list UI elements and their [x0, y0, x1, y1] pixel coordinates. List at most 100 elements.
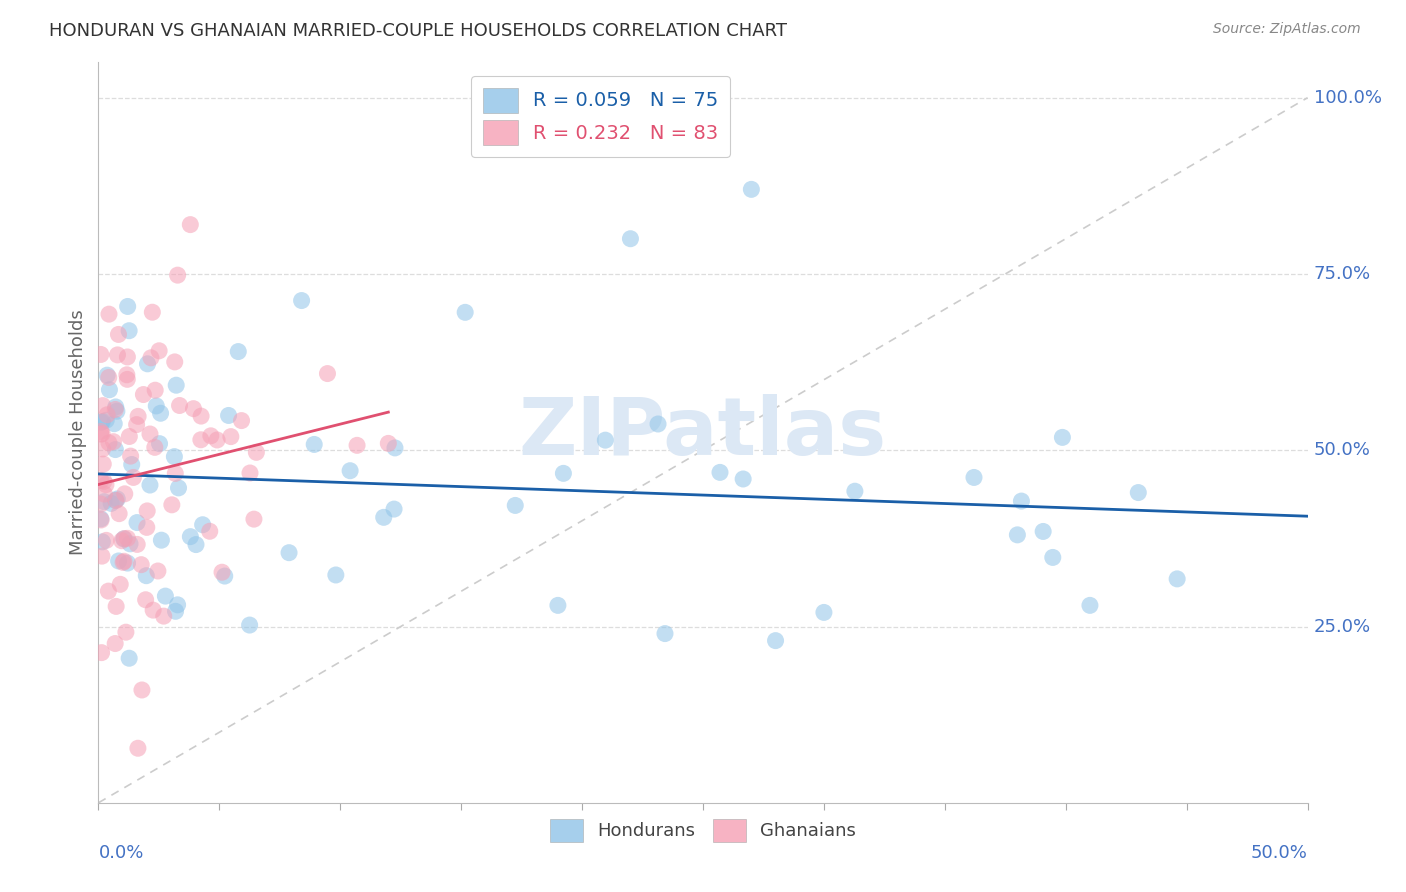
Point [120, 449, 142, 463]
Point [183, 401, 205, 416]
Point [104, 400, 127, 414]
Point [115, 625, 138, 640]
Point [149, 406, 172, 420]
Point [97, 584, 120, 599]
Point [91, 426, 114, 441]
Point [117, 350, 139, 364]
Point [90, 513, 112, 527]
Point [163, 355, 186, 369]
Point [165, 467, 187, 481]
Point [90, 427, 112, 442]
Point [155, 589, 177, 603]
Point [553, 467, 575, 481]
Point [93, 475, 115, 489]
Point [844, 484, 866, 499]
Point [595, 433, 617, 447]
Point [148, 436, 170, 450]
Point [135, 568, 157, 582]
Point [100, 496, 122, 510]
Point [97, 370, 120, 384]
Point [90, 646, 112, 660]
Point [139, 478, 162, 492]
Point [105, 599, 128, 614]
Point [346, 438, 368, 452]
Point [117, 532, 139, 546]
Text: 0.0%: 0.0% [98, 844, 143, 862]
Point [125, 516, 148, 530]
Point [90, 497, 112, 511]
Point [278, 546, 301, 560]
Point [1032, 524, 1054, 539]
Point [91, 442, 114, 456]
Point [339, 464, 361, 478]
Point [135, 520, 157, 534]
Point [1007, 528, 1029, 542]
Point [118, 537, 141, 551]
Point [377, 436, 399, 450]
Point [96, 413, 118, 427]
Point [226, 344, 249, 359]
Point [160, 498, 183, 512]
Point [963, 470, 986, 484]
Point [200, 429, 222, 443]
Point [117, 300, 139, 314]
Point [125, 417, 148, 432]
Point [619, 232, 641, 246]
Point [117, 372, 139, 386]
Text: 50.0%: 50.0% [1313, 442, 1371, 459]
Text: 25.0%: 25.0% [1313, 617, 1371, 635]
Point [118, 324, 141, 338]
Point [150, 533, 173, 548]
Point [503, 499, 526, 513]
Point [231, 414, 253, 428]
Point [121, 458, 143, 472]
Point [1078, 599, 1101, 613]
Point [243, 512, 266, 526]
Point [291, 293, 314, 308]
Point [139, 351, 162, 365]
Point [104, 402, 127, 417]
Text: HONDURAN VS GHANAIAN MARRIED-COUPLE HOUSEHOLDS CORRELATION CHART: HONDURAN VS GHANAIAN MARRIED-COUPLE HOUS… [49, 22, 787, 40]
Point [135, 592, 157, 607]
Point [112, 532, 135, 546]
Point [1052, 430, 1074, 444]
Point [142, 603, 165, 617]
Point [90, 347, 112, 361]
Point [179, 218, 201, 232]
Point [96, 368, 118, 383]
Point [166, 598, 188, 612]
Point [373, 510, 395, 524]
Point [382, 502, 405, 516]
Point [239, 466, 262, 480]
Point [103, 434, 125, 449]
Point [98, 307, 121, 321]
Point [148, 343, 170, 358]
Point [117, 556, 139, 570]
Point [163, 450, 186, 464]
Point [108, 507, 131, 521]
Point [115, 368, 138, 382]
Point [190, 433, 212, 447]
Point [198, 524, 221, 539]
Point [169, 399, 191, 413]
Point [111, 533, 134, 548]
Point [90, 415, 112, 429]
Point [765, 633, 787, 648]
Point [1166, 572, 1188, 586]
Text: 100.0%: 100.0% [1313, 88, 1382, 107]
Point [114, 487, 136, 501]
Point [547, 599, 569, 613]
Point [105, 404, 128, 418]
Point [112, 554, 135, 568]
Point [146, 564, 169, 578]
Point [90, 474, 112, 488]
Point [104, 493, 127, 508]
Point [107, 554, 129, 568]
Point [219, 429, 242, 443]
Point [165, 604, 187, 618]
Text: 75.0%: 75.0% [1313, 265, 1371, 283]
Point [325, 568, 347, 582]
Point [740, 182, 762, 196]
Legend: Hondurans, Ghanaians: Hondurans, Ghanaians [543, 812, 863, 849]
Point [813, 606, 835, 620]
